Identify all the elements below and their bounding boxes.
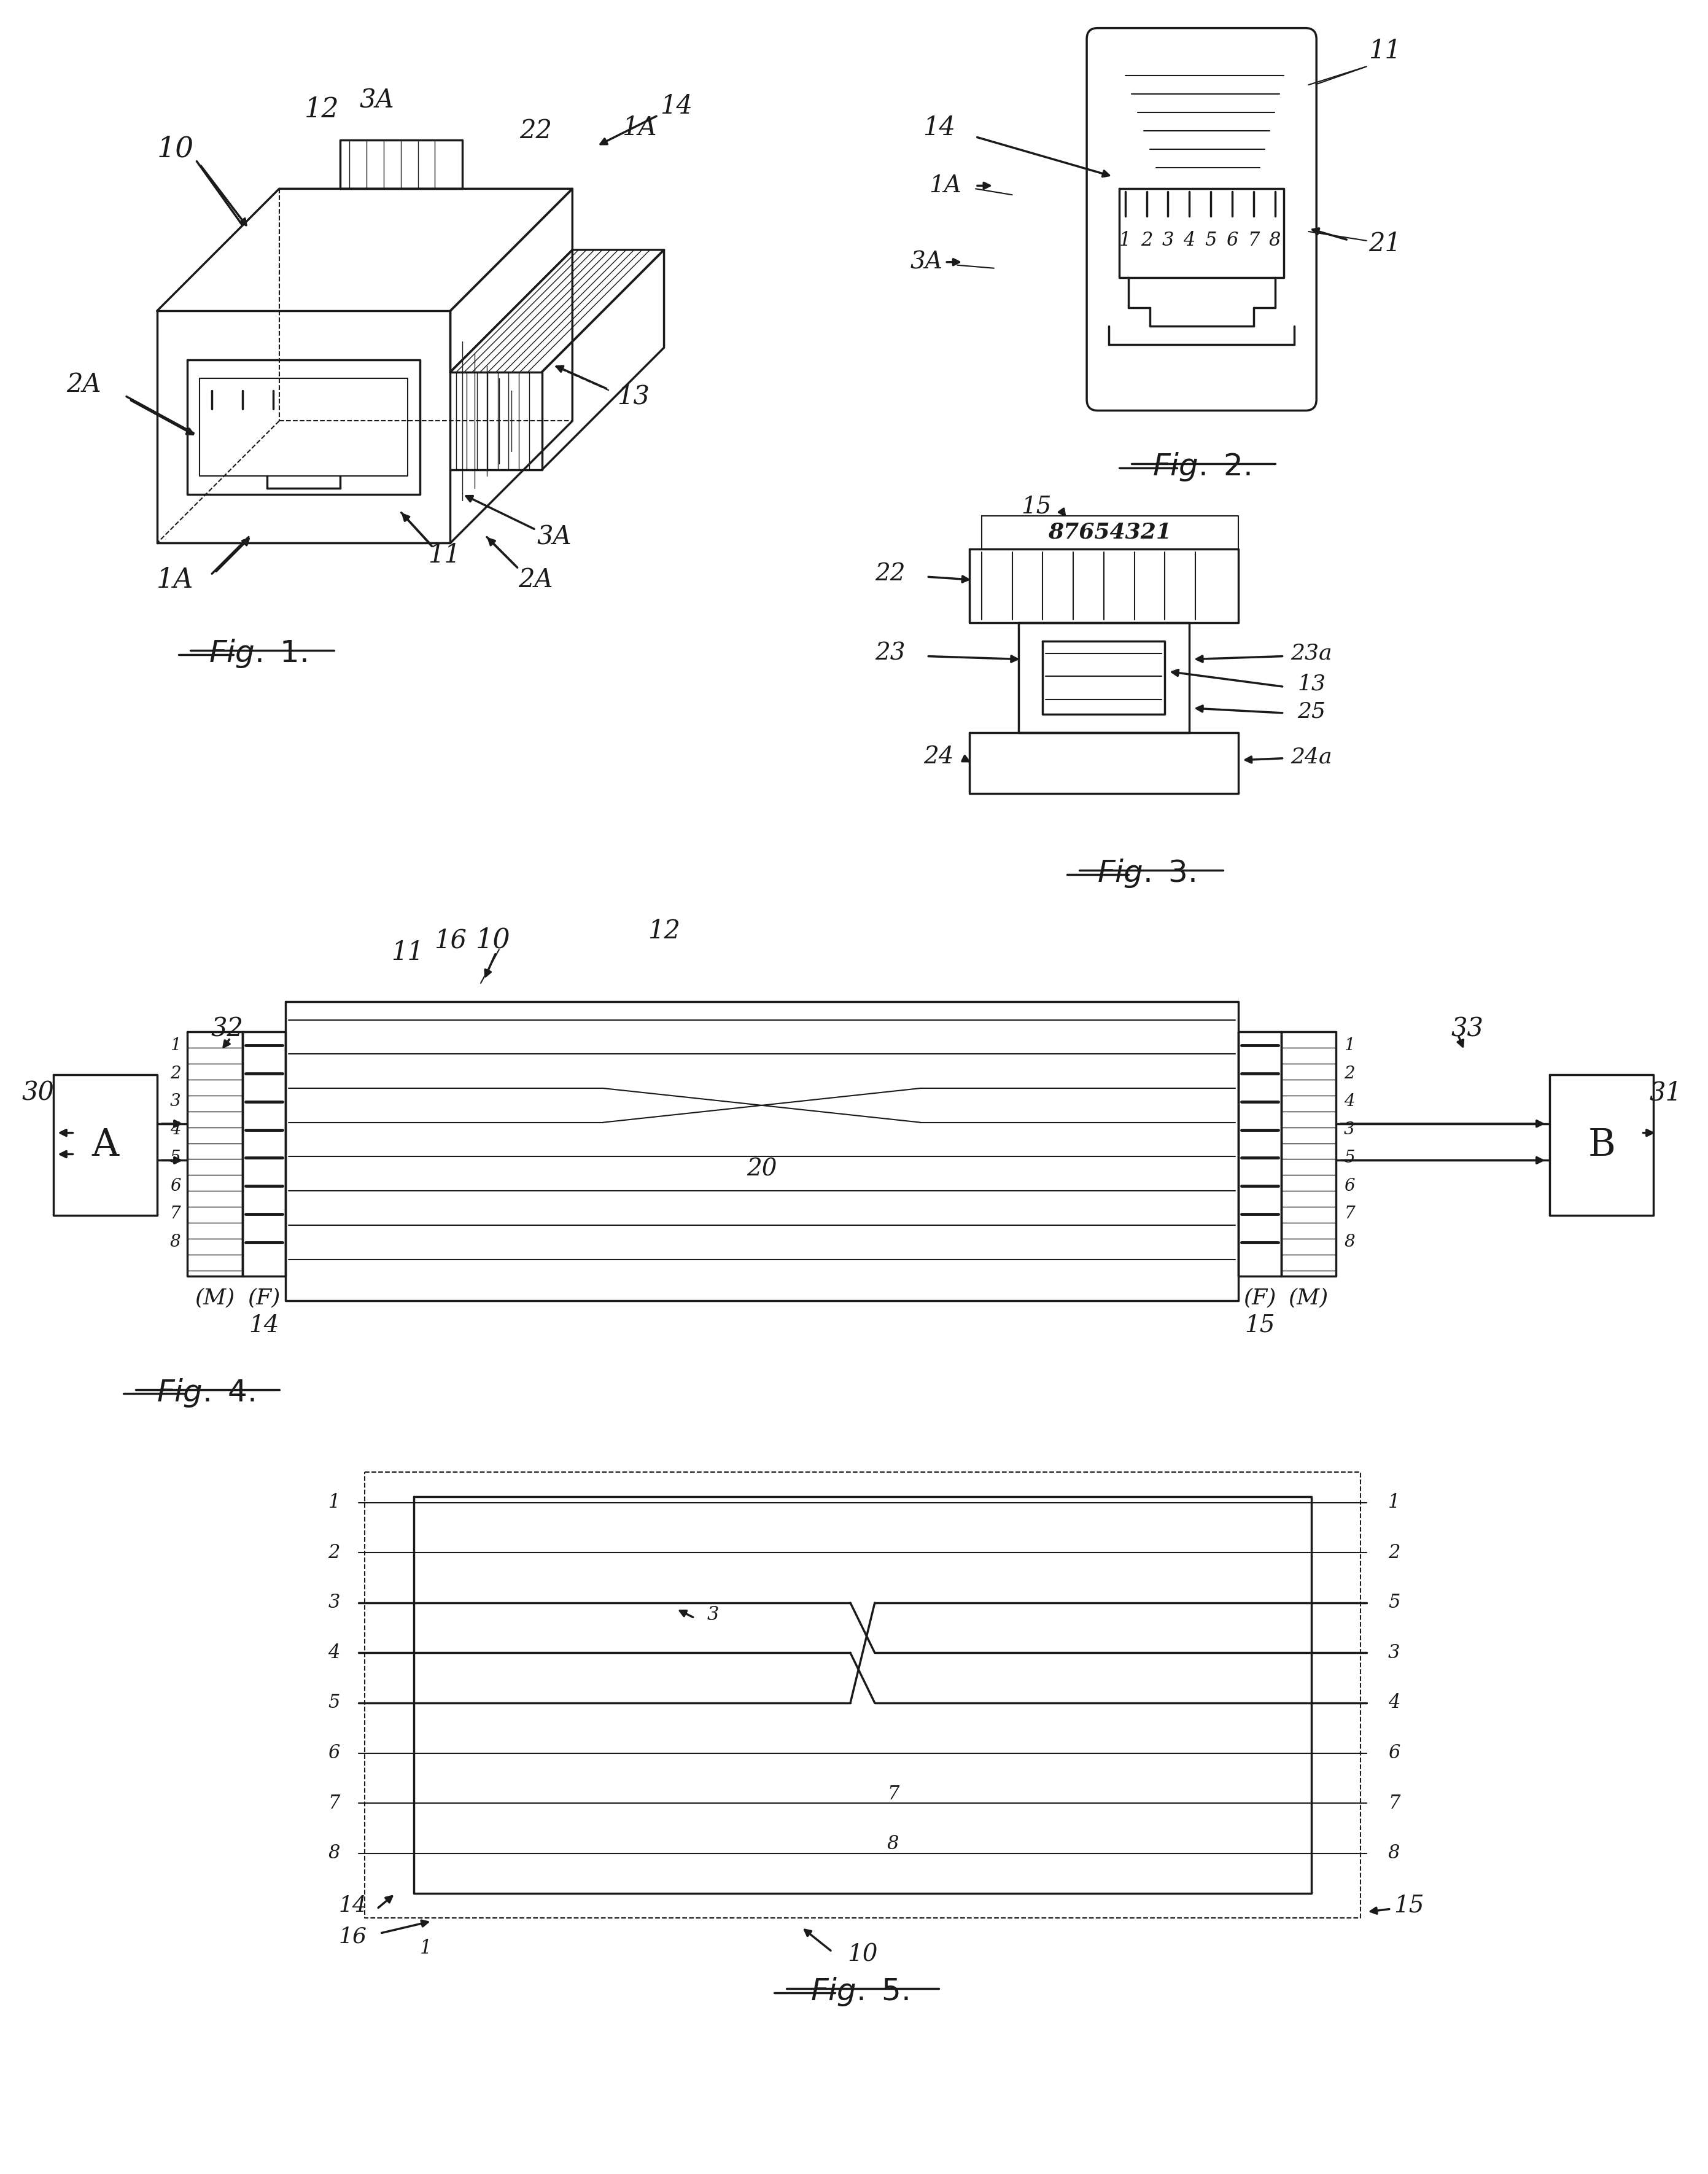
Text: 25: 25 (1298, 700, 1325, 722)
Text: 1: 1 (1119, 230, 1131, 250)
Text: 6: 6 (1344, 1178, 1354, 1194)
Text: 15: 15 (1394, 1894, 1424, 1917)
Text: 7: 7 (1247, 230, 1259, 250)
Text: 5: 5 (1204, 230, 1216, 250)
Text: $\mathit{Fig.}$ $\mathit{3.}$: $\mathit{Fig.}$ $\mathit{3.}$ (1098, 857, 1196, 889)
Text: 11: 11 (427, 544, 461, 567)
Text: 22: 22 (519, 117, 552, 143)
Text: 15: 15 (1021, 496, 1052, 517)
Text: 23: 23 (874, 641, 905, 665)
Text: 2: 2 (1141, 230, 1153, 250)
Text: B: B (1588, 1126, 1616, 1163)
Text: 3: 3 (169, 1094, 181, 1111)
Text: 1: 1 (1344, 1037, 1354, 1054)
Text: 12: 12 (304, 96, 340, 122)
Text: 3: 3 (328, 1594, 340, 1613)
Text: 13: 13 (617, 383, 649, 409)
Text: 16: 16 (338, 1926, 367, 1946)
Text: 5: 5 (328, 1694, 340, 1713)
Text: 22: 22 (874, 563, 905, 585)
Text: 2: 2 (169, 1065, 181, 1083)
Text: 8: 8 (328, 1844, 340, 1863)
Text: 11: 11 (391, 939, 424, 965)
Text: 3: 3 (1344, 1122, 1354, 1137)
Text: 4: 4 (328, 1644, 340, 1663)
Text: 1A: 1A (157, 567, 195, 594)
Text: 30: 30 (22, 1080, 55, 1107)
Text: 2: 2 (1389, 1544, 1401, 1563)
Text: 5: 5 (1344, 1150, 1354, 1165)
Text: 1: 1 (1389, 1494, 1401, 1513)
Text: 3: 3 (1389, 1644, 1401, 1663)
Text: 14: 14 (338, 1896, 367, 1915)
Text: $\mathit{Fig.}$ $\mathit{1.}$: $\mathit{Fig.}$ $\mathit{1.}$ (208, 637, 307, 670)
Text: 4: 4 (1344, 1094, 1354, 1111)
Text: 6: 6 (1389, 1744, 1401, 1763)
Text: 6: 6 (328, 1744, 340, 1763)
Text: 24: 24 (924, 746, 955, 767)
Text: 7: 7 (1389, 1794, 1401, 1813)
Text: 10: 10 (157, 135, 193, 163)
Text: 6: 6 (169, 1178, 181, 1194)
Text: 8: 8 (169, 1235, 181, 1250)
Text: 8: 8 (886, 1835, 898, 1854)
Text: 6: 6 (1226, 230, 1238, 250)
Text: 4: 4 (169, 1122, 181, 1137)
Text: $\mathit{Fig.}$ $\mathit{2.}$: $\mathit{Fig.}$ $\mathit{2.}$ (1153, 450, 1250, 483)
Text: (M): (M) (195, 1287, 236, 1309)
Text: 16: 16 (434, 928, 466, 952)
Text: 14: 14 (659, 93, 692, 120)
Text: A: A (92, 1126, 118, 1163)
Text: 4: 4 (1389, 1694, 1401, 1713)
Text: 5: 5 (169, 1150, 181, 1165)
Text: 7: 7 (886, 1785, 898, 1804)
Text: 10: 10 (847, 1944, 878, 1965)
Text: 11: 11 (1368, 39, 1401, 65)
Text: 3: 3 (1161, 230, 1173, 250)
Text: $\mathit{Fig.}$ $\mathit{4.}$: $\mathit{Fig.}$ $\mathit{4.}$ (157, 1376, 254, 1409)
Text: $\mathit{Fig.}$ $\mathit{5.}$: $\mathit{Fig.}$ $\mathit{5.}$ (810, 1976, 909, 2007)
Text: 7: 7 (1344, 1207, 1354, 1222)
Text: 1: 1 (420, 1939, 432, 1959)
Text: 32: 32 (212, 1015, 244, 1041)
Text: 31: 31 (1650, 1080, 1682, 1107)
Text: 8: 8 (1269, 230, 1281, 250)
Text: 10: 10 (475, 926, 511, 954)
Text: 24a: 24a (1291, 746, 1332, 767)
Text: 3A: 3A (910, 250, 943, 274)
Text: 2: 2 (328, 1544, 340, 1563)
Text: 12: 12 (647, 917, 680, 944)
Text: 33: 33 (1452, 1015, 1484, 1041)
Text: 2A: 2A (67, 372, 101, 398)
Text: (F): (F) (248, 1287, 280, 1309)
Text: 2A: 2A (519, 567, 553, 594)
Text: (M): (M) (1288, 1287, 1329, 1309)
Text: 4: 4 (1184, 230, 1196, 250)
Text: 13: 13 (1298, 674, 1325, 694)
Text: 2: 2 (1344, 1065, 1354, 1083)
Text: 3A: 3A (536, 524, 572, 550)
Text: 1A: 1A (622, 115, 658, 141)
Text: 3: 3 (707, 1604, 719, 1624)
Text: 87654321: 87654321 (1049, 522, 1172, 544)
Text: 21: 21 (1368, 230, 1401, 257)
Text: 14: 14 (922, 115, 955, 141)
Text: 7: 7 (169, 1207, 181, 1222)
Text: 8: 8 (1344, 1235, 1354, 1250)
Text: 20: 20 (746, 1159, 777, 1180)
Text: 1: 1 (328, 1494, 340, 1513)
Text: 8: 8 (1389, 1844, 1401, 1863)
Text: 14: 14 (249, 1313, 278, 1337)
Text: (F): (F) (1243, 1287, 1276, 1309)
Text: 7: 7 (328, 1794, 340, 1813)
Text: 1A: 1A (929, 174, 962, 198)
Text: 5: 5 (1389, 1594, 1401, 1613)
FancyBboxPatch shape (1086, 28, 1317, 411)
Text: 23a: 23a (1291, 644, 1332, 663)
Text: 3A: 3A (360, 87, 395, 113)
Text: 15: 15 (1245, 1313, 1274, 1337)
Text: 1: 1 (169, 1037, 181, 1054)
